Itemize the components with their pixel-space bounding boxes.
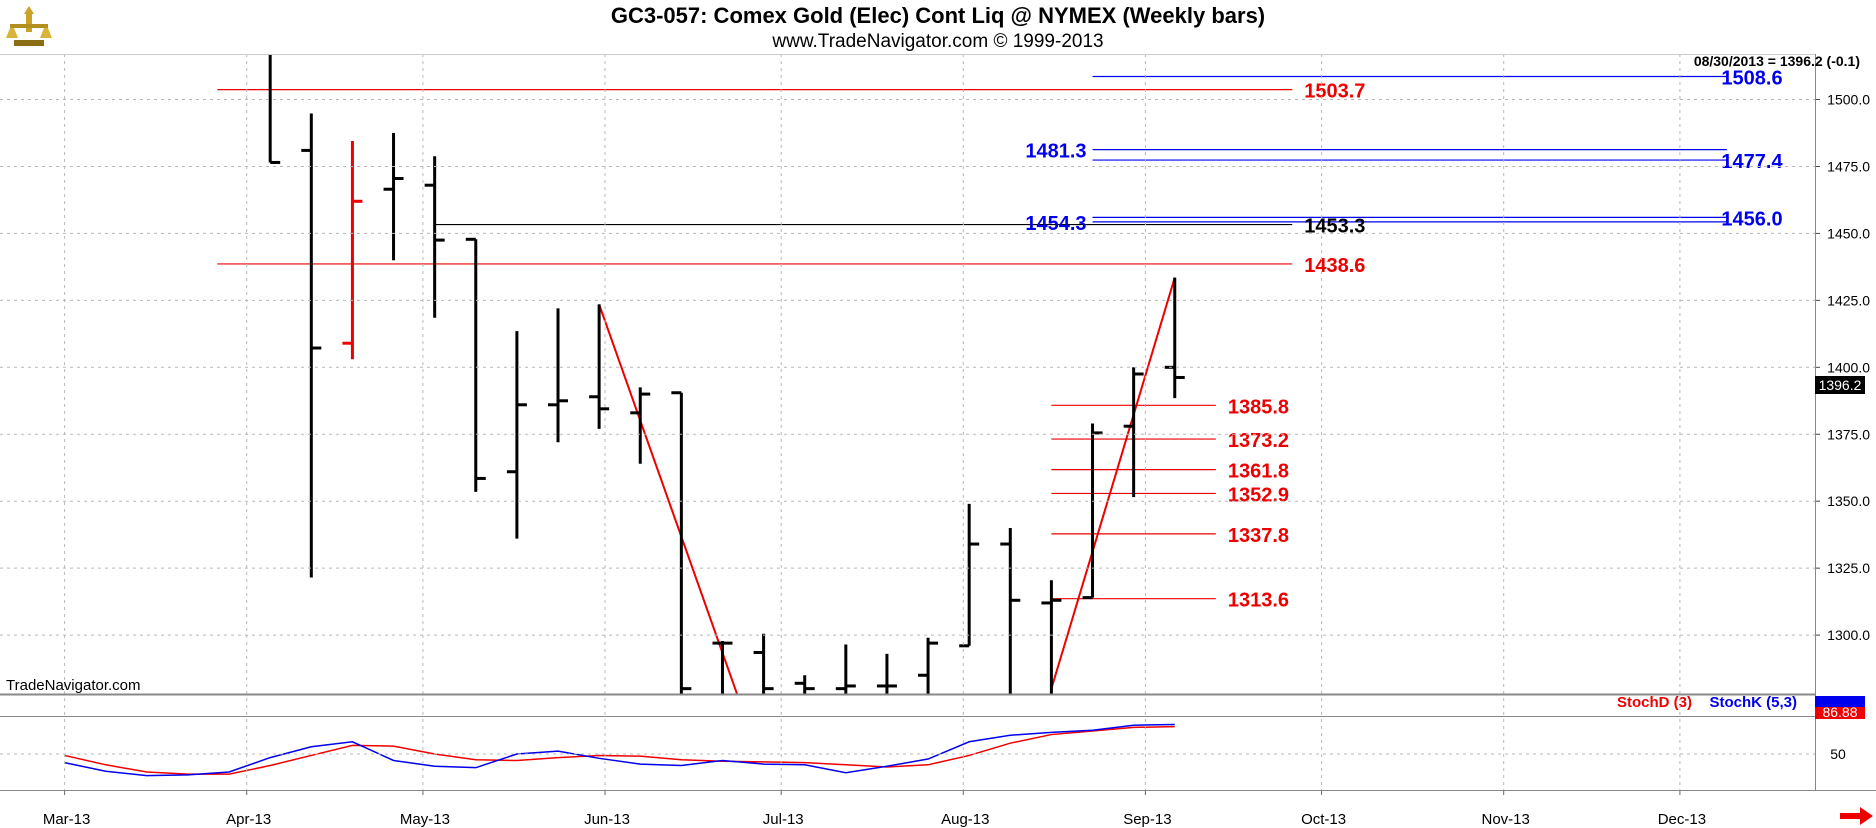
level-label: 1481.3 xyxy=(1025,141,1086,163)
ohlc-bar xyxy=(589,304,610,429)
price-tag-label: 1396.2 xyxy=(1819,377,1862,393)
chart-title: GC3-057: Comex Gold (Elec) Cont Liq @ NY… xyxy=(610,3,1266,28)
last-quote: 08/30/2013 = 1396.2 (-0.1) xyxy=(1694,53,1860,69)
y-tick-label: 1500.0 xyxy=(1827,92,1870,108)
x-tick-label: Nov-13 xyxy=(1482,811,1530,828)
x-tick-label: May-13 xyxy=(400,811,450,828)
y-tick-label: 1300.0 xyxy=(1827,627,1870,643)
level-label: 1454.3 xyxy=(1025,213,1086,235)
stoch-d-line xyxy=(64,725,1175,775)
y-tick-label: 1375.0 xyxy=(1827,426,1870,442)
level-label: 1361.8 xyxy=(1228,461,1289,483)
legend-entry: StochK (5,3) xyxy=(1709,694,1797,711)
level-label: 1385.8 xyxy=(1228,396,1289,418)
ohlc-bar xyxy=(671,391,692,694)
chart-header: GC3-057: Comex Gold (Elec) Cont Liq @ NY… xyxy=(0,0,1876,54)
scroll-right-arrow-icon[interactable] xyxy=(1838,806,1874,826)
level-label: 1438.6 xyxy=(1304,255,1365,277)
level-label: 1352.9 xyxy=(1228,484,1289,506)
ohlc-bar xyxy=(835,644,856,694)
ohlc-bar xyxy=(465,237,486,492)
ohlc-bar xyxy=(794,675,815,694)
trend-line xyxy=(1050,277,1176,689)
price-plot-area xyxy=(217,54,1727,694)
ohlc-bar xyxy=(753,633,774,694)
ohlc-bar xyxy=(876,653,897,694)
ohlc-bar xyxy=(1123,367,1144,498)
ohlc-bar xyxy=(918,637,939,694)
ohlc-bar xyxy=(1041,580,1062,694)
price-panel: 1503.7 1438.6 1453.3 1508.6 1481.3 1477.4 1454… xyxy=(217,54,1783,694)
y-tick-label: 1400.0 xyxy=(1827,359,1870,375)
level-label: 1503.7 xyxy=(1304,81,1365,103)
ohlc-bar xyxy=(268,54,281,164)
x-tick-label: Aug-13 xyxy=(941,811,989,828)
y-tick-label: 1475.0 xyxy=(1827,158,1870,174)
stoch-tag: 86.88 xyxy=(1815,696,1865,720)
chart-subtitle: www.TradeNavigator.com © 1999-2013 xyxy=(772,31,1104,52)
x-tick-label: Mar-13 xyxy=(43,811,91,828)
ohlc-bar xyxy=(506,331,527,539)
x-tick-label: Jul-13 xyxy=(763,811,804,828)
y-tick-label: 1350.0 xyxy=(1827,493,1870,509)
ohlc-bar xyxy=(342,141,363,360)
level-label: 1453.3 xyxy=(1304,216,1365,238)
x-tick-label: Oct-13 xyxy=(1301,811,1346,828)
ohlc-bar xyxy=(383,132,404,261)
stoch-tick-label: 50 xyxy=(1830,746,1846,762)
level-label: 1373.2 xyxy=(1228,430,1289,452)
level-label: 1313.6 xyxy=(1228,590,1289,612)
level-label: 1508.6 xyxy=(1721,67,1782,89)
x-tick-label: Jun-13 xyxy=(584,811,630,828)
ohlc-bar xyxy=(712,640,733,694)
axes: Mar-13 Apr-13 May-13 Jun-13 Jul-13 Aug-13 Sep-… xyxy=(0,54,1876,828)
stochastic-panel: StochD (3) StochK (5,3) xyxy=(64,694,1797,777)
ohlc-bar xyxy=(1164,277,1185,399)
x-tick-label: Dec-13 xyxy=(1658,811,1706,828)
x-tick-label: Apr-13 xyxy=(226,811,271,828)
y-tick-label: 1425.0 xyxy=(1827,292,1870,308)
ohlc-bar xyxy=(959,503,980,648)
x-tick-label: Sep-13 xyxy=(1123,811,1171,828)
y-tick-label: 1450.0 xyxy=(1827,225,1870,241)
ohlc-bar xyxy=(548,308,569,443)
price-tag: 1396.2 xyxy=(1815,376,1865,394)
stoch-tag-label: 86.88 xyxy=(1822,704,1857,720)
legend-entry: StochD (3) xyxy=(1617,694,1692,711)
ohlc-bar xyxy=(301,113,322,578)
level-label: 1456.0 xyxy=(1721,208,1782,230)
watermark: TradeNavigator.com xyxy=(6,677,141,694)
level-label: 1337.8 xyxy=(1228,525,1289,547)
ohlc-bar xyxy=(1000,527,1021,694)
ohlc-bar xyxy=(424,156,445,318)
y-tick-label: 1325.0 xyxy=(1827,560,1870,576)
stoch-plot-area xyxy=(64,723,1175,777)
trading-logo-icon xyxy=(6,6,52,46)
stoch-k-line xyxy=(64,723,1175,777)
level-label: 1477.4 xyxy=(1721,151,1783,173)
ohlc-bar xyxy=(630,387,651,464)
